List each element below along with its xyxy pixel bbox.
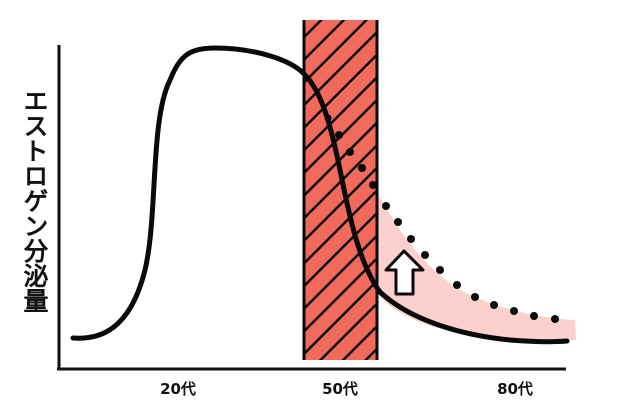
estrogen-curve-dotted: [324, 114, 559, 323]
y-axis-label: エストロゲン分泌量: [20, 88, 49, 313]
hrt-shaded-area: [376, 190, 576, 341]
menopause-band: [304, 20, 377, 360]
x-tick-80s: 80代: [497, 380, 533, 398]
x-tick-20s: 20代: [160, 380, 196, 398]
x-tick-50s: 50代: [322, 380, 358, 398]
arrow-up-icon: [384, 249, 425, 296]
estrogen-curve-solid: [70, 45, 570, 345]
